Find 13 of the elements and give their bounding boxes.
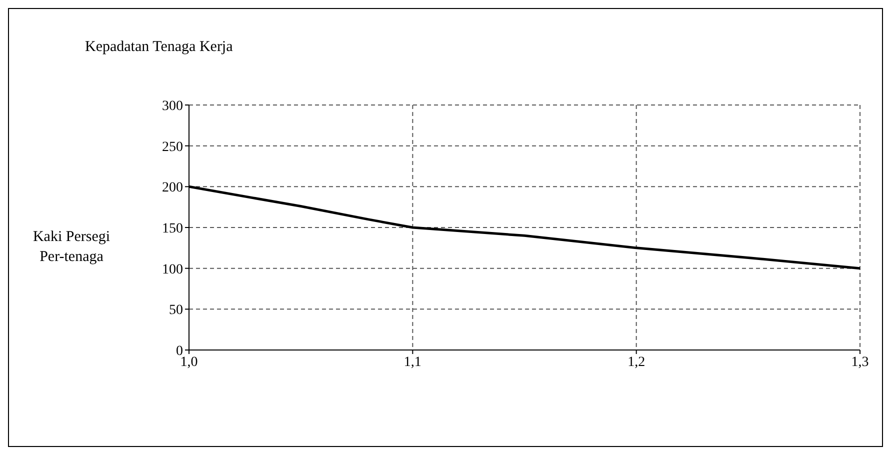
y-tick-label: 150 bbox=[162, 221, 183, 236]
y-tick-label: 300 bbox=[162, 98, 183, 114]
y-tick-label: 0 bbox=[176, 344, 183, 359]
x-tick-label: 1,1 bbox=[404, 354, 422, 370]
y-tick-label: 200 bbox=[162, 180, 183, 196]
y-tick-label: 50 bbox=[169, 303, 183, 318]
x-tick-label: 1,3 bbox=[851, 354, 869, 370]
x-tick-label: 1,0 bbox=[180, 354, 198, 370]
x-tick-label: 1,2 bbox=[628, 354, 646, 370]
chart-title: Kepadatan Tenaga Kerja bbox=[85, 39, 233, 56]
y-axis-title: Kaki Persegi Per-tenaga bbox=[32, 228, 112, 267]
y-tick-label: 250 bbox=[162, 140, 183, 155]
y-tick-label: 100 bbox=[162, 262, 183, 278]
